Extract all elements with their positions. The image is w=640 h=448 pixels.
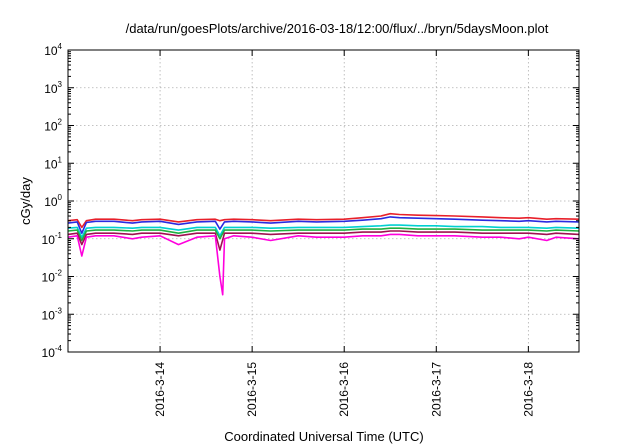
series-line-1 [67, 212, 580, 229]
y-axis-label: cGy/day [18, 177, 33, 225]
series-layer [67, 212, 580, 296]
y-tick-mantissa: 10 [42, 233, 56, 247]
y-tick-mantissa: 10 [44, 195, 58, 209]
y-tick-label: 10-3 [42, 306, 63, 322]
series-line-3 [67, 224, 580, 238]
x-tick-label: 2016-3-17 [429, 362, 443, 417]
y-tick-mantissa: 10 [42, 346, 56, 360]
x-tick-label: 2016-3-15 [245, 362, 259, 417]
y-tick-exponent: -2 [55, 269, 63, 278]
y-tick-exponent: 0 [58, 193, 63, 202]
x-axis-label: Coordinated Universal Time (UTC) [224, 429, 423, 444]
y-tick-label: 100 [44, 193, 62, 209]
y-tick-mantissa: 10 [44, 82, 58, 96]
y-tick-exponent: -4 [55, 344, 63, 353]
y-tick-mantissa: 10 [44, 44, 58, 58]
y-tick-label: 101 [44, 155, 62, 171]
y-tick-label: 104 [44, 42, 62, 58]
y-tick-mantissa: 10 [42, 271, 56, 285]
y-tick-exponent: 2 [58, 118, 63, 127]
y-tick-label: 103 [44, 80, 62, 96]
x-tick-label: 2016-3-18 [521, 362, 535, 417]
grid [68, 50, 579, 352]
x-tick-label: 2016-3-16 [337, 362, 351, 417]
y-tick-mantissa: 10 [42, 308, 56, 322]
y-tick-label: 102 [44, 118, 62, 134]
series-line-5 [67, 230, 580, 251]
y-tick-exponent: 3 [58, 80, 63, 89]
y-tick-label: 10-4 [42, 344, 63, 360]
y-tick-mantissa: 10 [44, 157, 58, 171]
y-tick-exponent: 4 [58, 42, 63, 51]
x-axis: 2016-3-14 2016-3-15 2016-3-16 2016-3-17 2016… [153, 50, 535, 417]
chart-title: /data/run/goesPlots/archive/2016-03-18/1… [126, 21, 549, 36]
y-tick-exponent: 1 [58, 155, 63, 164]
x-tick-label: 2016-3-14 [153, 362, 167, 417]
y-tick-exponent: -1 [55, 231, 63, 240]
y-tick-label: 10-2 [42, 269, 63, 285]
y-tick-label: 10-1 [42, 231, 63, 247]
series-line-4 [67, 227, 580, 242]
series-line-6 [67, 233, 580, 296]
y-tick-exponent: -3 [55, 306, 63, 315]
y-tick-mantissa: 10 [44, 120, 58, 134]
series-line-2 [67, 216, 580, 234]
